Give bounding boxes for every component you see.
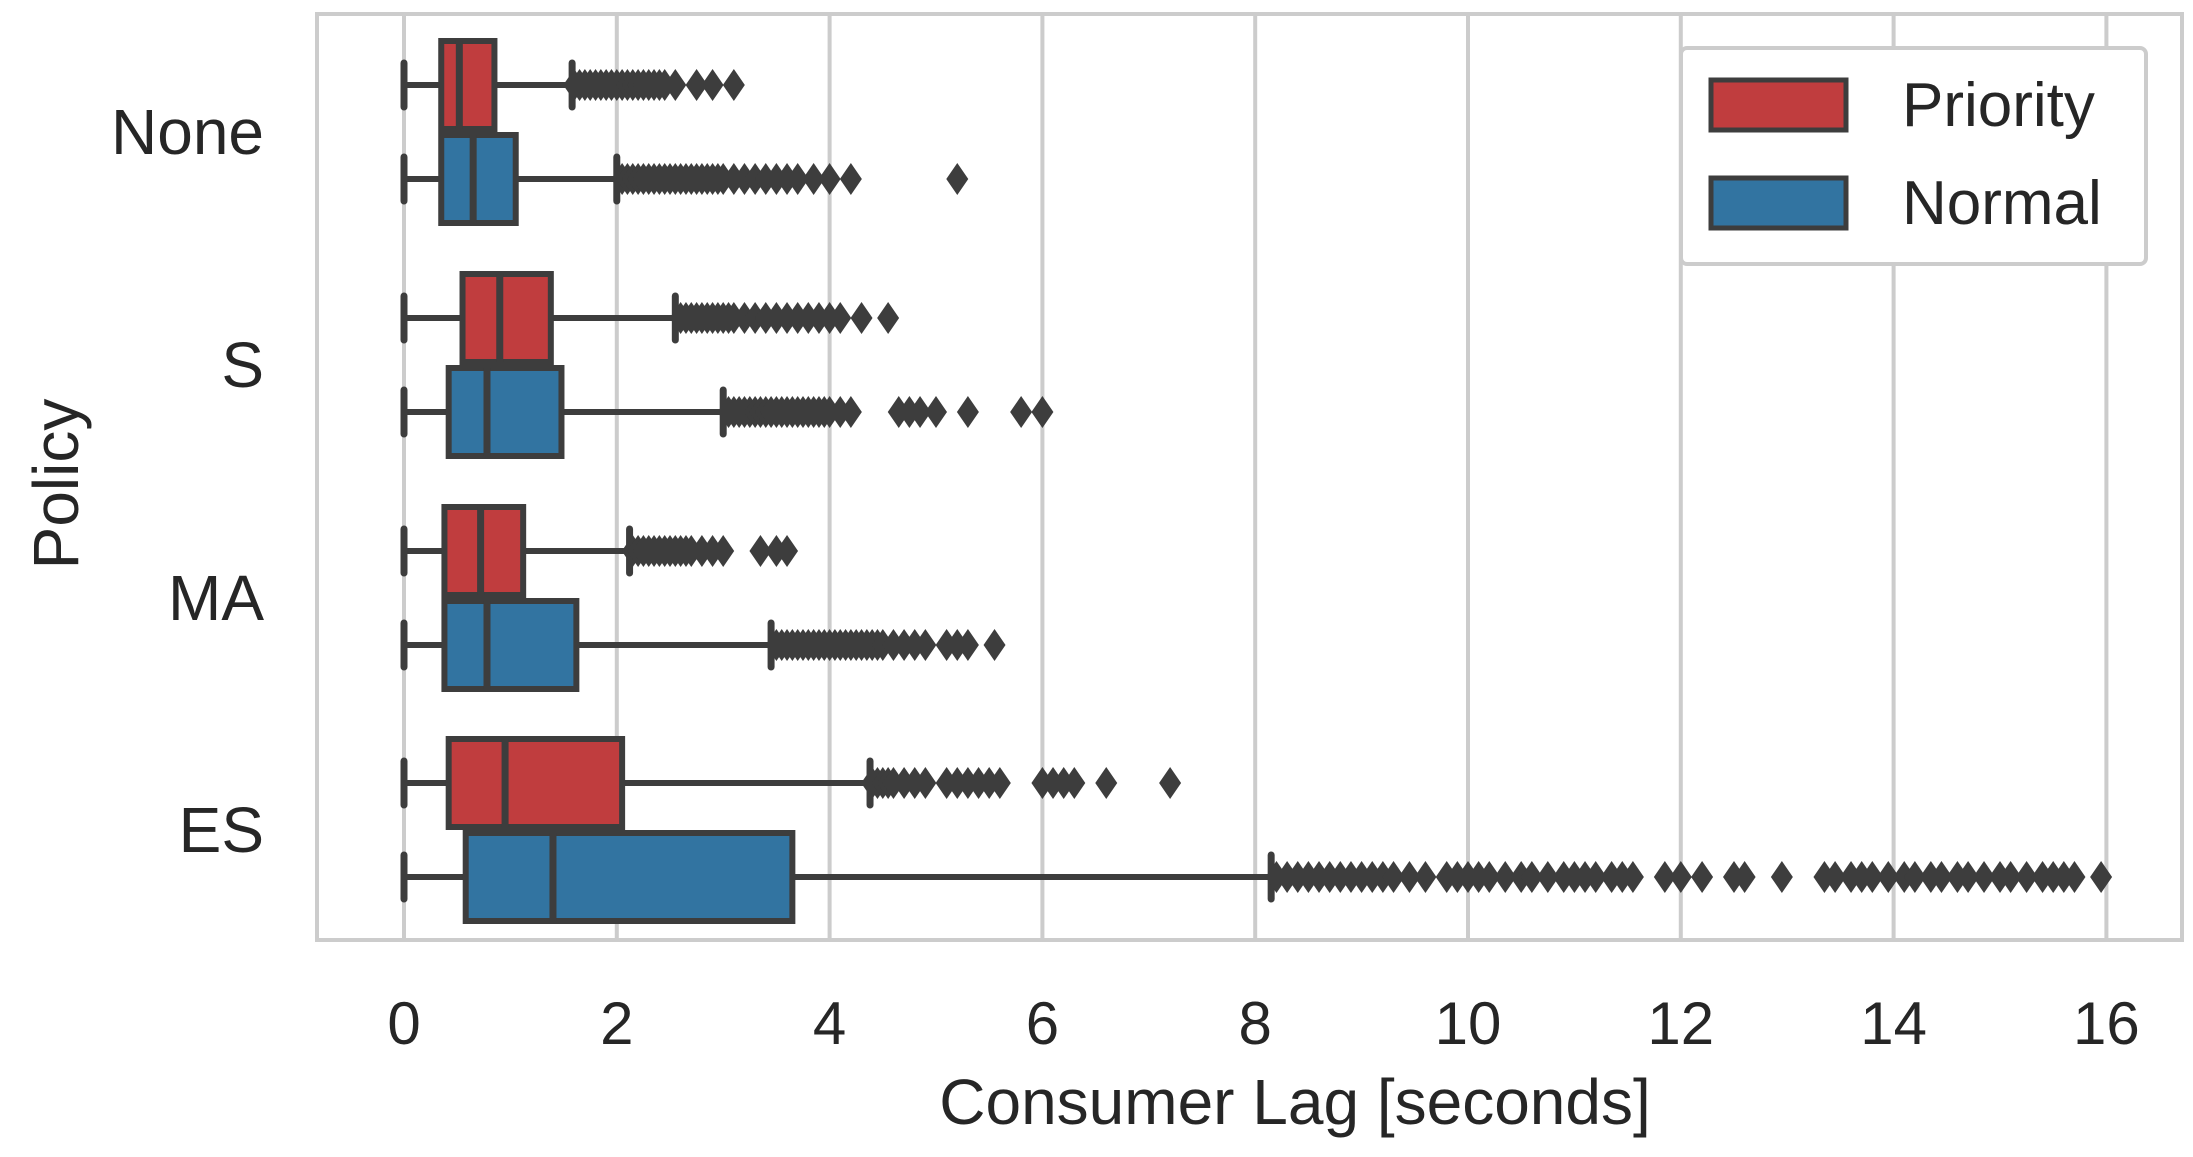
outlier-point [914, 629, 937, 661]
y-axis-label: Policy [20, 399, 92, 570]
outlier-point [1382, 861, 1405, 893]
outlier-point [1770, 861, 1793, 893]
legend: Priority Normal [1679, 46, 2148, 266]
outlier-point [1861, 861, 1884, 893]
legend-label-normal: Normal [1902, 169, 2102, 238]
iqr-box [445, 365, 565, 459]
x-tick-label: 12 [1647, 990, 1714, 1057]
box-plots [400, 38, 2113, 924]
box-normal-s [400, 365, 1054, 459]
iqr-box [462, 830, 796, 924]
y-category-label: None [111, 96, 264, 168]
outlier-point [1957, 861, 1980, 893]
outlier-point [786, 163, 809, 195]
outlier-point [1877, 861, 1900, 893]
outlier-point [1159, 767, 1182, 799]
outlier-point [983, 629, 1006, 661]
outlier-point [925, 396, 947, 428]
outlier-point [914, 767, 937, 799]
y-category-label: S [221, 329, 264, 401]
outlier-point [2090, 861, 2113, 893]
outlier-point [1095, 767, 1118, 799]
outlier-point [1669, 861, 1692, 893]
outlier-point [712, 535, 735, 567]
x-tick-label: 4 [813, 990, 846, 1057]
outlier-point [749, 535, 772, 567]
outlier-point [1520, 861, 1543, 893]
outlier-point [1903, 861, 1926, 893]
x-tick-label: 10 [1435, 990, 1502, 1057]
outlier-point [946, 163, 969, 195]
outlier-point [1621, 861, 1644, 893]
x-tick-label: 16 [2073, 990, 2140, 1057]
outlier-point [1973, 861, 1996, 893]
outlier-point [909, 396, 932, 428]
x-tick-label: 6 [1026, 990, 1059, 1057]
box-priority-es [400, 736, 1182, 830]
outlier-point [664, 69, 687, 101]
outlier-point [829, 302, 852, 334]
outlier-point [2063, 861, 2086, 893]
outlier-point [988, 767, 1011, 799]
outlier-point [1824, 861, 1847, 893]
outlier-point [1691, 861, 1714, 893]
outlier-point [1494, 861, 1517, 893]
outlier-point [1999, 861, 2022, 893]
outlier-point [956, 396, 979, 428]
legend-label-priority: Priority [1902, 71, 2095, 140]
outlier-point [1653, 861, 1676, 893]
x-tick-labels: 0 2 4 6 8 10 12 14 16 [387, 990, 2139, 1057]
box-normal-es [400, 830, 2113, 924]
x-axis-label: Consumer Lag [seconds] [939, 1066, 1651, 1138]
outlier-point [685, 69, 708, 101]
outlier-point [1536, 861, 1559, 893]
outlier-point [818, 163, 841, 195]
outlier-point [839, 163, 862, 195]
legend-swatch-priority [1708, 77, 1849, 133]
box-priority-none [400, 38, 745, 132]
outlier-point [850, 302, 873, 334]
outlier-point [877, 302, 900, 334]
iqr-box [441, 598, 580, 692]
outlier-point [1031, 396, 1054, 428]
outlier-point [776, 535, 799, 567]
iqr-box [445, 736, 626, 830]
outlier-point [1398, 861, 1421, 893]
outlier-point [1733, 861, 1756, 893]
outlier-point [802, 163, 825, 195]
box-priority-ma [400, 504, 799, 598]
outlier-point [1930, 861, 1953, 893]
outlier-point [2015, 861, 2038, 893]
x-tick-label: 2 [600, 990, 633, 1057]
legend-swatch-normal [1708, 175, 1849, 231]
box-normal-none [400, 132, 969, 226]
outlier-point [1414, 861, 1437, 893]
iqr-box [459, 271, 554, 365]
y-category-labels: None S MA ES [111, 96, 264, 866]
outlier-point [1063, 767, 1086, 799]
x-tick-label: 0 [387, 990, 420, 1057]
x-tick-label: 8 [1239, 990, 1272, 1057]
iqr-box [438, 132, 519, 226]
outlier-point [1584, 861, 1607, 893]
outlier-point [1010, 396, 1033, 428]
outlier-point [701, 69, 724, 101]
outlier-point [839, 396, 862, 428]
y-category-label: ES [179, 794, 264, 866]
outlier-point [1478, 861, 1501, 893]
y-category-label: MA [168, 562, 264, 634]
box-priority-s [400, 271, 900, 365]
box-normal-ma [400, 598, 1006, 692]
plot-frame [315, 12, 2184, 942]
iqr-box [438, 38, 498, 132]
outlier-point [722, 69, 745, 101]
x-tick-label: 14 [1860, 990, 1927, 1057]
outlier-point [956, 629, 979, 661]
